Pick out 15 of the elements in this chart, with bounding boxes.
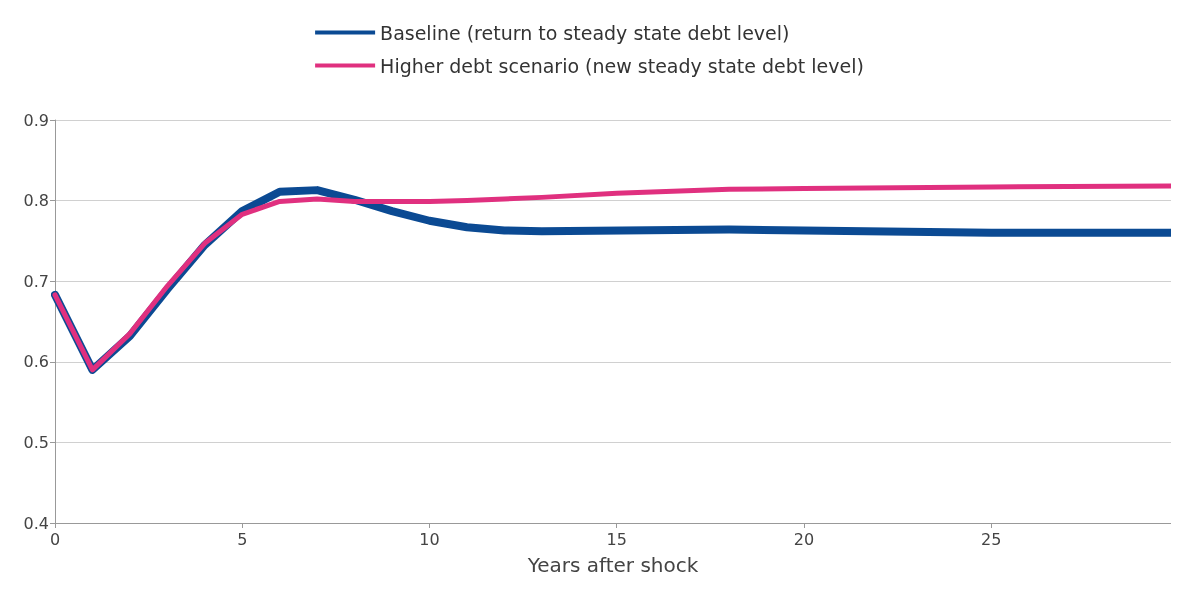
x-axis-title: Years after shock xyxy=(526,553,699,577)
x-tick-label: 25 xyxy=(981,529,1002,549)
y-tick-label: 0.5 xyxy=(23,432,49,452)
y-tick-label: 0.4 xyxy=(23,513,49,533)
x-tick-label: 0 xyxy=(49,529,61,549)
y-tick-label: 0.8 xyxy=(23,191,49,211)
x-tick-label: 5 xyxy=(237,529,248,549)
legend-label: Higher debt scenario (new steady state debt level) xyxy=(380,54,864,77)
legend-label: Baseline (return to steady state debt level) xyxy=(380,21,790,44)
y-tick-label: 0.9 xyxy=(23,110,49,130)
x-tick-label: 10 xyxy=(419,529,440,549)
x-tick-label: 15 xyxy=(606,529,627,549)
y-tick-label: 0.7 xyxy=(23,271,49,291)
x-tick-label: 20 xyxy=(793,529,815,549)
y-tick-label: 0.6 xyxy=(23,352,49,372)
